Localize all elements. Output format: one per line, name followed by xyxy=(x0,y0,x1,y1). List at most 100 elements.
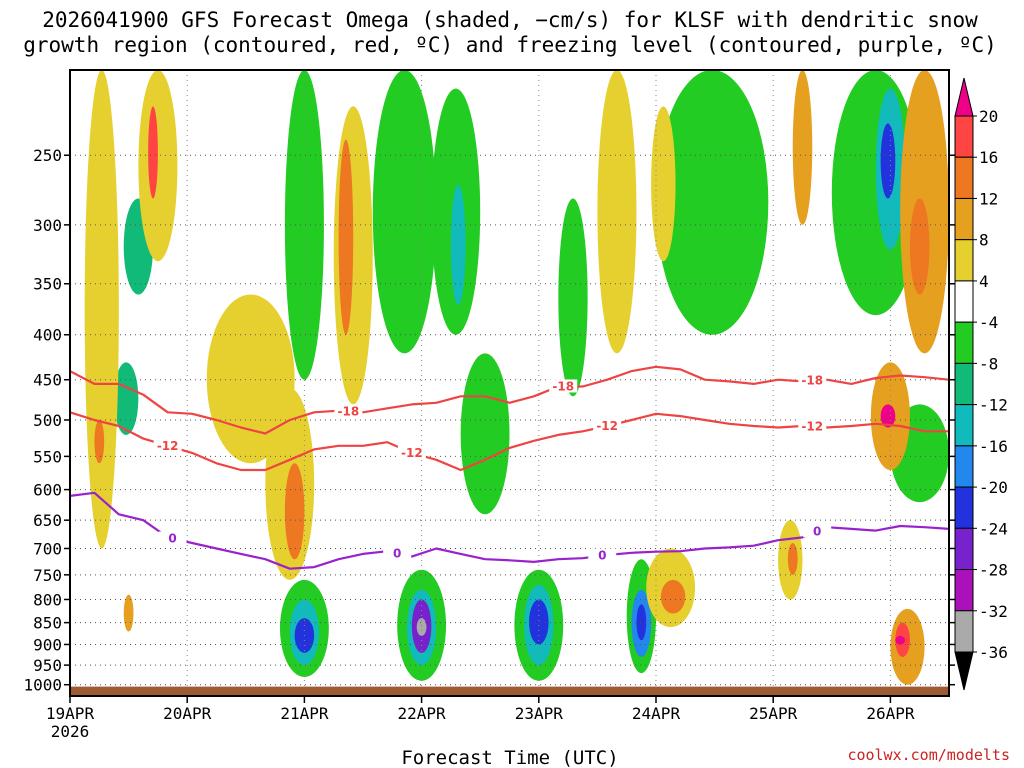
colorbar-label-12: 12 xyxy=(979,189,998,208)
contour-label-bg xyxy=(593,419,622,433)
colorbar-label--20: -20 xyxy=(979,478,1008,497)
x-axis: 19APR 20APR 21APR 22APR 23APR 24APR 25APR 26APR xyxy=(46,696,915,723)
contour-label--18: -18 xyxy=(552,379,574,393)
colorbar: 20 16 12 8 4 -4 -8 -12 -16 -20 -24 -28 -32 -36 xyxy=(954,77,1008,691)
colorbar-bin-2 xyxy=(954,156,974,199)
colorbar-label-4: 4 xyxy=(979,272,989,291)
omega-cell-19 xyxy=(416,618,427,636)
y-tick-label-900: 900 xyxy=(33,635,62,654)
omega-cell-1 xyxy=(113,362,139,435)
y-tick-label-700: 700 xyxy=(33,539,62,558)
omega-cell-49 xyxy=(148,106,158,199)
contour-label-bg xyxy=(798,419,827,433)
contour-label--12: -12 xyxy=(157,439,179,453)
omega-cell-46 xyxy=(909,198,930,295)
x-tick-label-24APR: 24APR xyxy=(632,704,681,723)
y-tick-label-600: 600 xyxy=(33,481,62,500)
contour-label--12: -12 xyxy=(801,420,823,434)
colorbar-bin-13 xyxy=(954,610,974,653)
omega-cell-33 xyxy=(597,70,637,354)
x-tick-label-25APR: 25APR xyxy=(749,704,798,723)
omega-cell-27 xyxy=(138,70,178,262)
colorbar-bin-12 xyxy=(954,569,974,612)
colorbar-bin-4 xyxy=(954,239,974,282)
omega-cell-5 xyxy=(450,184,466,305)
colorbar-label--28: -28 xyxy=(979,561,1008,580)
chart-title-line-1: 2026041900 GFS Forecast Omega (shaded, −… xyxy=(42,8,978,32)
y-tick-label-500: 500 xyxy=(33,411,62,430)
omega-cell-39 xyxy=(792,70,813,225)
colorbar-label--4: -4 xyxy=(979,313,998,332)
chart-title-line-2: growth region (contoured, red, ºC) and f… xyxy=(23,33,997,57)
y-tick-label-450: 450 xyxy=(33,371,62,390)
y-tick-label-850: 850 xyxy=(33,614,62,633)
x-tick-year: 2026 xyxy=(51,722,90,741)
omega-cell-47 xyxy=(94,419,105,464)
colorbar-bin-9 xyxy=(954,445,974,488)
colorbar-label--32: -32 xyxy=(979,602,1008,621)
colorbar-bin-6 xyxy=(954,321,974,364)
contour-label-0: 0 xyxy=(813,524,821,538)
ground-layer xyxy=(70,686,949,696)
omega-cell-48 xyxy=(123,594,134,632)
x-tick-label-20APR: 20APR xyxy=(163,704,212,723)
contour-line-0 xyxy=(70,491,949,570)
contour-label-bg xyxy=(153,438,182,452)
omega-cell-2 xyxy=(284,70,324,380)
y-tick-label-300: 300 xyxy=(33,216,62,235)
omega-cell-41 xyxy=(880,404,896,428)
contour-label-bg xyxy=(803,524,832,538)
colorbar-bin-7 xyxy=(954,362,974,406)
omega-cell-36 xyxy=(651,106,676,262)
contour-label-bg xyxy=(588,548,617,562)
omega-cell-30 xyxy=(284,463,305,560)
contour-label--12: -12 xyxy=(596,419,618,433)
ground-strip xyxy=(70,686,949,696)
contour-label--18: -18 xyxy=(338,404,360,418)
y-tick-label-550: 550 xyxy=(33,447,62,466)
colorbar-bin-5 xyxy=(954,280,974,323)
contour-label--12: -12 xyxy=(401,446,423,460)
y-tick-label-350: 350 xyxy=(33,275,62,294)
omega-cell-7 xyxy=(558,198,588,397)
contour-label-bg xyxy=(383,546,412,560)
colorbar-label--24: -24 xyxy=(979,519,1008,538)
omega-cell-22 xyxy=(529,599,549,645)
y-tick-label-750: 750 xyxy=(33,566,62,585)
contour-label-bg xyxy=(334,404,363,418)
x-tick-label-21APR: 21APR xyxy=(280,704,329,723)
x-tick-label-19APR: 19APR xyxy=(46,704,95,723)
omega-cell-38 xyxy=(787,542,798,575)
omega-cell-44 xyxy=(895,635,906,645)
y-tick-label-1000: 1000 xyxy=(23,676,62,695)
omega-cell-32 xyxy=(338,139,354,335)
omega-cell-3 xyxy=(372,70,437,354)
omega-cell-25 xyxy=(636,604,647,641)
y-tick-label-250: 250 xyxy=(33,146,62,165)
x-tick-label-22APR: 22APR xyxy=(398,704,447,723)
contour-label-bg xyxy=(397,445,426,459)
colorbar-bin-8 xyxy=(954,404,974,447)
colorbar-label-20: 20 xyxy=(979,107,998,126)
x-tick-label-26APR: 26APR xyxy=(866,704,915,723)
colorbar-bin-1 xyxy=(954,115,974,158)
omega-cell-35 xyxy=(660,579,686,614)
contour-label-bg xyxy=(549,379,578,393)
contour-label--18: -18 xyxy=(801,374,823,388)
colorbar-label-8: 8 xyxy=(979,231,989,250)
plot-frame xyxy=(69,69,950,697)
omega-cell-26 xyxy=(84,70,119,549)
contour-labels: -18 -18 -18 -12 -12 -12 -12 0 0 0 0 xyxy=(153,373,832,563)
credit-text: coolwx.com/modelts xyxy=(847,746,1010,764)
x-tick-label-23APR: 23APR xyxy=(515,704,564,723)
colorbar-label--36: -36 xyxy=(979,643,1008,662)
omega-cell-6 xyxy=(460,353,510,515)
omega-cell-11 xyxy=(880,123,896,199)
colorbar-bin-top xyxy=(954,77,974,117)
y-tick-label-800: 800 xyxy=(33,590,62,609)
y-tick-label-950: 950 xyxy=(33,656,62,675)
contour-label-bg xyxy=(798,373,827,387)
contour-label-0: 0 xyxy=(598,549,606,563)
y-axis: 250 300 350 400 450 500 550 600 650 700 750 800 850 9… xyxy=(23,146,955,695)
